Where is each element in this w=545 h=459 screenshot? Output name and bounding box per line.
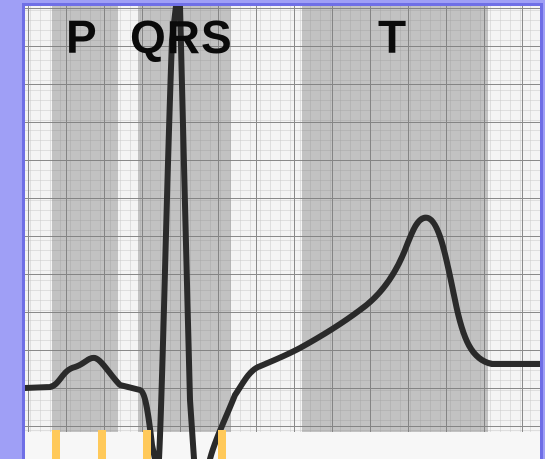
qrs-start-tick <box>143 430 151 459</box>
ecg-trace <box>25 6 540 459</box>
ecg-strip <box>25 6 540 459</box>
p-start-tick <box>52 430 60 459</box>
qrs-end-tick <box>218 430 226 459</box>
bottom-strip <box>25 432 540 459</box>
p-end-tick <box>98 430 106 459</box>
t-wave-label: T <box>378 11 408 63</box>
t-wave-band <box>302 6 488 432</box>
major-grid <box>25 6 540 459</box>
qrs-complex-label: QRS <box>130 11 233 63</box>
p-wave-label: P <box>66 11 98 63</box>
